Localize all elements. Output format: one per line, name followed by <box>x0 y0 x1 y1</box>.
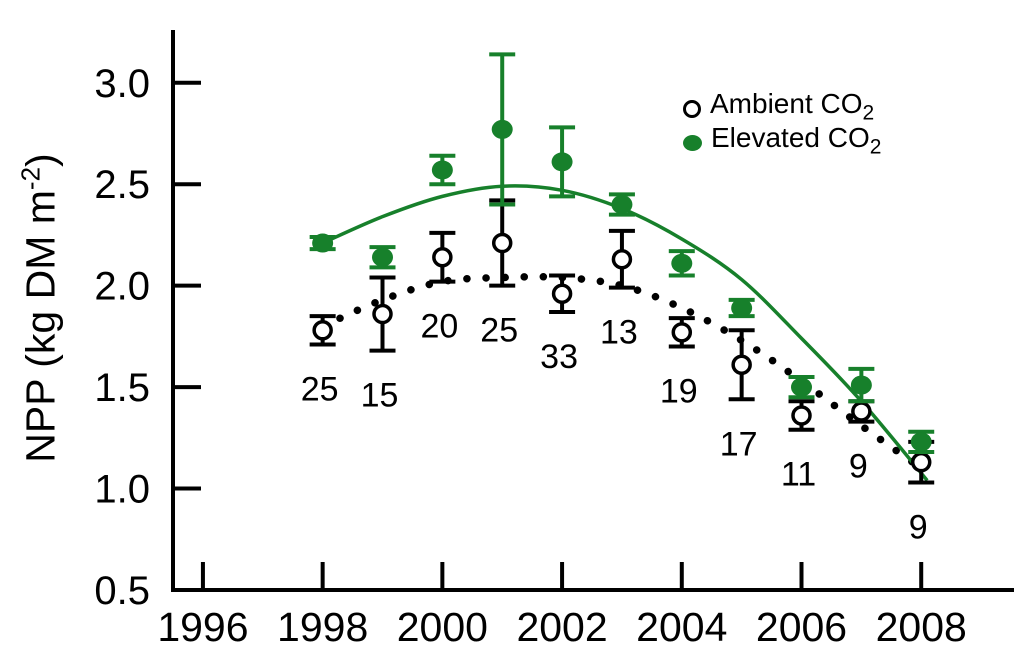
data-point-elevated-2006 <box>791 377 813 397</box>
y-tick-label: 2.5 <box>94 163 150 207</box>
legend-item-elevated: Elevated CO2 <box>683 122 881 160</box>
data-point-ambient-1998 <box>312 320 333 341</box>
legend: Ambient CO2 Elevated CO2 <box>683 88 881 160</box>
x-tick-label: 2002 <box>516 604 607 650</box>
pct-difference-label-2003: 13 <box>600 314 638 352</box>
legend-label-ambient-sub: 2 <box>862 101 875 125</box>
legend-label-elevated-sub: 2 <box>869 135 882 159</box>
pct-difference-label-1999: 15 <box>361 377 399 415</box>
legend-label-ambient: Ambient CO2 <box>710 87 874 131</box>
x-tick-label: 2000 <box>397 604 488 650</box>
data-point-ambient-2000 <box>432 246 453 268</box>
data-point-elevated-2007 <box>850 375 872 395</box>
pct-difference-label-2008: 9 <box>909 508 928 546</box>
data-point-elevated-2001 <box>491 119 513 139</box>
y-axis-title-exponent: -2 <box>15 166 46 191</box>
x-tick-label: 2004 <box>636 604 727 650</box>
data-point-ambient-1999 <box>372 303 393 325</box>
data-point-elevated-2003 <box>611 194 633 214</box>
x-tick-label: 2006 <box>756 604 847 650</box>
pct-difference-label-2000: 20 <box>420 308 458 346</box>
pct-difference-label-1998: 25 <box>301 370 339 408</box>
elevated-filled-circle-icon <box>683 135 702 151</box>
data-point-ambient-2007 <box>851 401 872 422</box>
data-point-ambient-2001 <box>491 232 513 254</box>
legend-label-ambient-text: Ambient CO <box>710 88 863 120</box>
x-tick-label: 2008 <box>876 604 967 650</box>
data-point-elevated-1998 <box>312 233 334 253</box>
pct-difference-label-2005: 17 <box>720 425 758 463</box>
y-tick-label: 1.5 <box>94 366 150 410</box>
data-point-ambient-2003 <box>611 249 633 270</box>
trend-line-elevated <box>321 184 929 482</box>
pct-difference-label-2001: 25 <box>480 312 518 350</box>
legend-item-ambient: Ambient CO2 <box>683 88 881 126</box>
data-point-elevated-2005 <box>731 298 753 318</box>
y-tick-label: 3.0 <box>94 62 150 106</box>
pct-difference-label-2007: 9 <box>849 448 868 486</box>
data-point-ambient-2004 <box>671 322 693 343</box>
ambient-open-circle-icon <box>683 100 701 118</box>
y-axis-title-close: ) <box>17 153 64 167</box>
y-tick-label: 2.0 <box>94 265 150 309</box>
data-point-elevated-2004 <box>671 253 693 273</box>
data-point-ambient-2006 <box>791 405 812 426</box>
data-point-ambient-2005 <box>731 354 752 376</box>
data-point-ambient-2002 <box>551 283 573 305</box>
pct-difference-label-2004: 19 <box>660 373 698 411</box>
y-tick-label: 0.5 <box>94 569 150 613</box>
pct-difference-label-2006: 11 <box>781 456 816 494</box>
data-point-elevated-2000 <box>431 160 453 180</box>
legend-label-elevated: Elevated CO2 <box>711 121 881 165</box>
data-point-elevated-2008 <box>910 432 932 452</box>
data-point-ambient-2008 <box>910 451 932 473</box>
data-point-elevated-1999 <box>372 247 394 267</box>
y-axis-title: NPP (kg DM m-2) <box>16 153 65 462</box>
y-tick-label: 1.0 <box>94 468 150 512</box>
pct-difference-label-2002: 33 <box>540 338 578 376</box>
legend-label-elevated-text: Elevated CO <box>711 122 870 154</box>
x-tick-label: 1996 <box>157 604 248 650</box>
x-tick-label: 1998 <box>277 604 368 650</box>
y-axis-title-text: NPP (kg DM m <box>17 190 64 463</box>
trend-line-ambient <box>318 273 925 473</box>
data-point-elevated-2002 <box>551 152 573 172</box>
